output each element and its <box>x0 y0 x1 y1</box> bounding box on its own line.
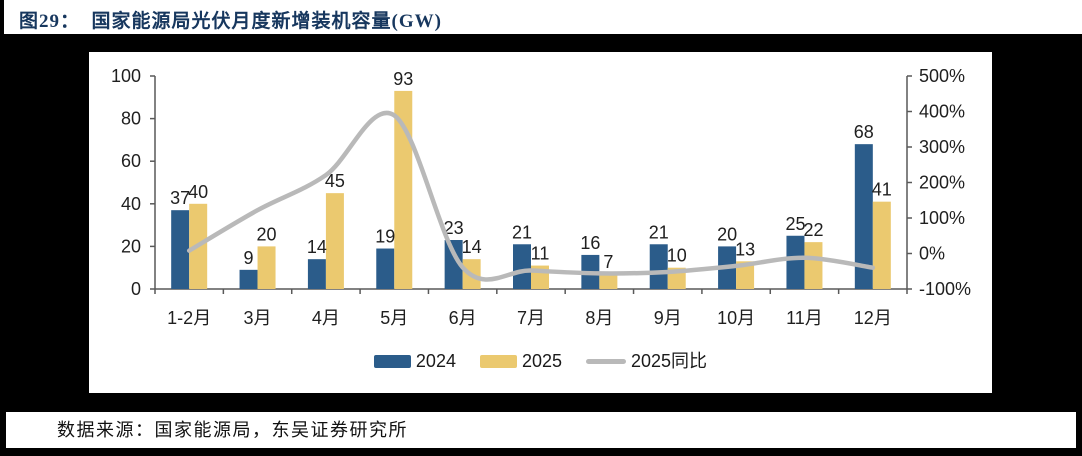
bar-2024-5月 <box>376 248 395 289</box>
bar-label-2024-8月: 16 <box>580 233 600 253</box>
legend-line-swatch-2025同比 <box>586 358 627 364</box>
bar-label-2025-11月: 22 <box>803 220 823 240</box>
left-axis-tick-label: 100 <box>111 66 141 86</box>
legend-swatch-2025 <box>479 354 517 368</box>
bar-label-2024-6月: 23 <box>444 218 464 238</box>
source-bar: 数据来源：国家能源局，东吴证券研究所 <box>6 412 1076 448</box>
bar-label-2025-12月: 41 <box>872 180 892 200</box>
left-axis-tick-label: 0 <box>131 279 141 299</box>
x-axis-category-label: 5月 <box>380 308 408 328</box>
bar-label-2024-4月: 14 <box>307 237 327 257</box>
x-axis-category-label: 8月 <box>585 308 613 328</box>
bar-label-2025-7月: 11 <box>531 244 550 264</box>
left-axis-tick-label: 80 <box>121 109 141 129</box>
bar-label-2024-1-2月: 37 <box>170 188 190 208</box>
right-axis-tick-label: 200% <box>919 173 965 193</box>
x-axis-category-label: 1-2月 <box>167 308 211 328</box>
right-axis-tick-label: -100% <box>919 279 971 299</box>
bar-2025-12月 <box>872 201 891 289</box>
right-axis-tick-label: 0% <box>919 244 945 264</box>
bar-label-2024-5月: 19 <box>375 227 395 247</box>
bar-2024-1-2月 <box>171 210 190 289</box>
bar-2025-4月 <box>325 193 344 289</box>
bar-2025-11月 <box>804 242 823 289</box>
legend-label-2025同比: 2025同比 <box>631 351 708 371</box>
left-axis-tick-label: 60 <box>121 151 141 171</box>
bar-label-2025-4月: 45 <box>325 171 345 191</box>
bar-2024-11月 <box>786 235 805 289</box>
bar-2025-3月 <box>257 246 276 289</box>
bar-2024-12月 <box>854 144 873 289</box>
bar-label-2025-6月: 14 <box>462 237 482 257</box>
x-axis-category-label: 3月 <box>244 308 272 328</box>
legend-item-2024: 2024 <box>373 350 456 372</box>
bar-2025-10月 <box>736 261 755 289</box>
bar-2024-3月 <box>239 269 258 289</box>
x-axis-category-label: 9月 <box>654 308 682 328</box>
chart-panel: 0 20 40 60 80 100 -100% 0% 100% 200% 300% 400% 500% 1… <box>89 52 992 393</box>
bar-2024-7月 <box>513 244 531 289</box>
figure-title-bar: 图29： 国家能源局光伏月度新增装机容量(GW) <box>4 0 1082 34</box>
bar-2025-5月 <box>394 90 413 289</box>
bar-label-2025-5月: 93 <box>393 69 413 89</box>
bar-2025-8月 <box>599 274 618 289</box>
left-axis-tick-label: 40 <box>121 194 141 214</box>
bar-label-2024-12月: 68 <box>854 122 874 142</box>
bar-2024-9月 <box>649 244 668 289</box>
bar-label-2024-11月: 25 <box>785 214 805 234</box>
data-source-text: 数据来源：国家能源局，东吴证券研究所 <box>57 420 408 440</box>
bar-label-2024-7月: 21 <box>512 222 532 242</box>
x-axis-category-label: 6月 <box>449 308 477 328</box>
x-axis-category-label: 4月 <box>312 308 340 328</box>
bar-label-2025-9月: 10 <box>667 246 687 266</box>
right-axis-tick-label: 300% <box>919 137 965 157</box>
right-axis-tick-label: 500% <box>919 66 965 86</box>
bar-2024-6月 <box>444 240 463 289</box>
bar-label-2024-10月: 20 <box>717 224 737 244</box>
yoy-line <box>186 110 876 282</box>
right-axis-tick-label: 400% <box>919 102 965 122</box>
legend-swatch-2024 <box>373 354 411 368</box>
bar-label-2025-8月: 7 <box>603 252 613 272</box>
legend-label-2025: 2025 <box>521 351 563 371</box>
x-axis-category-label: 10月 <box>717 308 755 328</box>
bar-label-2025-3月: 20 <box>257 224 277 244</box>
chart-legend: 2024 2025 2025同比 <box>89 350 992 372</box>
figure-title: 图29： 国家能源局光伏月度新增装机容量(GW) <box>19 11 442 32</box>
bar-label-2024-9月: 21 <box>649 222 669 242</box>
x-axis-category-label: 11月 <box>786 308 823 328</box>
bar-label-2025-1-2月: 40 <box>188 182 208 202</box>
bar-label-2024-3月: 9 <box>244 248 254 268</box>
bar-2024-4月 <box>307 259 326 289</box>
legend-item-2025同比: 2025同比 <box>586 350 707 372</box>
bar-line-chart: 0 20 40 60 80 100 -100% 0% 100% 200% 300% 400% 500% 1… <box>111 66 971 328</box>
left-axis-tick-label: 20 <box>121 236 141 256</box>
right-axis-tick-label: 100% <box>919 208 965 228</box>
bar-label-2025-10月: 13 <box>735 239 755 259</box>
legend-label-2024: 2024 <box>415 351 456 371</box>
x-axis-category-label: 7月 <box>517 308 545 328</box>
x-axis-category-label: 12月 <box>854 308 892 328</box>
legend-item-2025: 2025 <box>479 350 563 372</box>
